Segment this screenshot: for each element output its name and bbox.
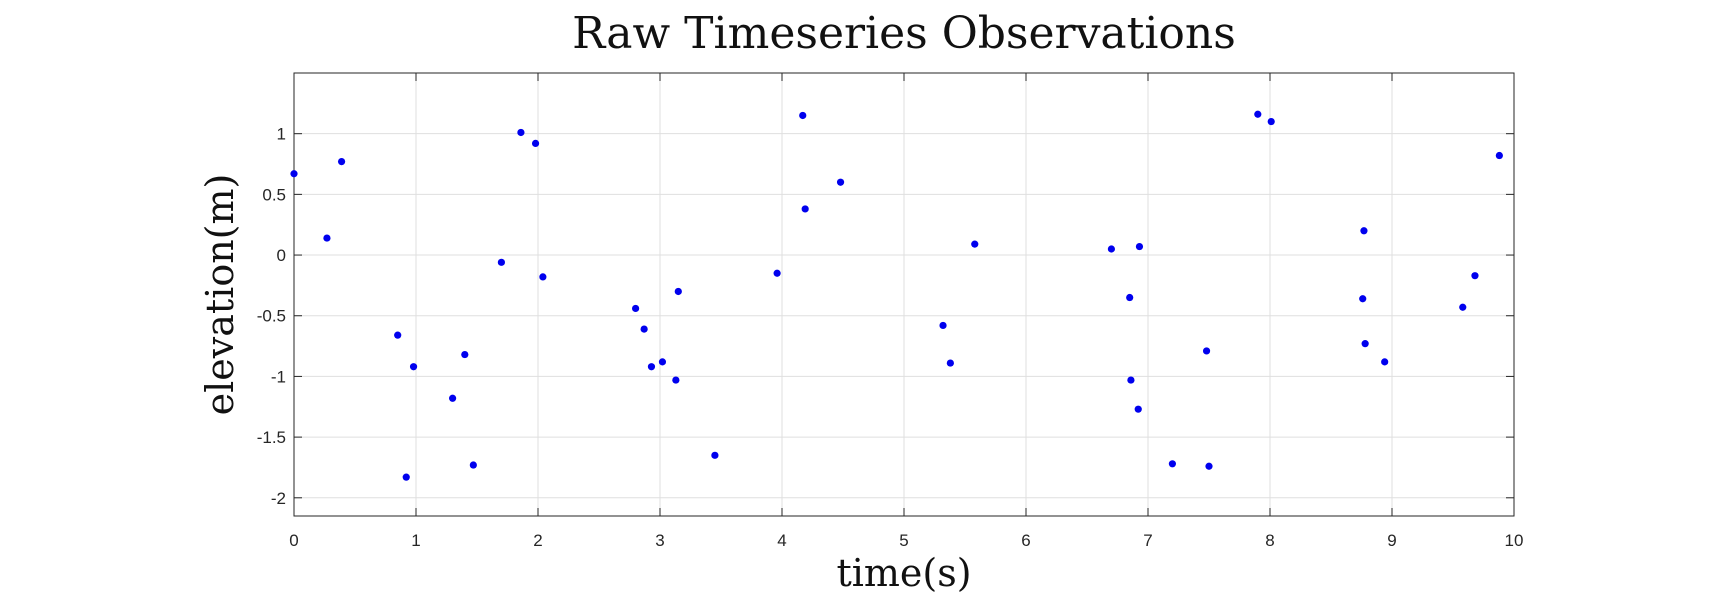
data-point [1135, 242, 1144, 251]
data-point [1267, 117, 1275, 126]
data-point [632, 304, 640, 313]
x-tick-label: 2 [533, 531, 542, 550]
data-point [711, 451, 719, 459]
data-point [497, 258, 505, 266]
data-point [290, 170, 298, 178]
data-point [1471, 272, 1479, 280]
y-tick-label: -0.5 [257, 307, 286, 326]
x-tick-label: 8 [1265, 531, 1274, 550]
y-tick-label: 1 [277, 125, 286, 144]
data-point [531, 139, 540, 147]
data-point [402, 473, 410, 481]
data-point [1360, 227, 1368, 235]
y-tick-label: 0.5 [262, 185, 286, 204]
data-point [337, 158, 346, 166]
data-point [801, 205, 809, 213]
data-point [323, 234, 331, 242]
y-tick-label: 0 [277, 246, 286, 265]
x-tick-label: 7 [1143, 531, 1152, 550]
grid [293, 73, 1515, 516]
data-point [1361, 340, 1369, 348]
data-point [1107, 245, 1115, 253]
data-point [647, 363, 656, 371]
data-point [773, 269, 781, 277]
y-tick-label: -2 [271, 489, 286, 508]
chart-title: Raw Timeseries Observations [572, 8, 1236, 59]
data-point [674, 287, 682, 296]
x-tick-label: 0 [289, 531, 298, 550]
data-point [394, 331, 402, 339]
data-point [1126, 293, 1134, 302]
data-point [939, 321, 947, 330]
data-point [1495, 151, 1503, 160]
data-point [836, 178, 845, 186]
data-point [799, 111, 807, 120]
x-tick-label: 6 [1021, 531, 1030, 550]
x-tick-label: 4 [777, 531, 786, 550]
x-tick-label: 5 [899, 531, 908, 550]
data-point [1205, 462, 1213, 470]
data-point [1202, 347, 1211, 355]
data-point [449, 394, 457, 402]
x-tick-label: 9 [1387, 531, 1396, 550]
data-point [946, 359, 954, 367]
y-axis-label: elevation(m) [198, 174, 242, 416]
data-point [1359, 295, 1367, 303]
data-point [640, 325, 648, 333]
data-point [1127, 376, 1135, 384]
x-tick-label: 10 [1505, 531, 1524, 550]
data-point [971, 240, 979, 248]
data-point [469, 461, 477, 469]
y-tick-label: -1.5 [257, 428, 286, 447]
data-point [1381, 358, 1389, 366]
x-tick-label: 1 [411, 531, 420, 550]
data-points [290, 110, 1503, 481]
data-point [517, 128, 525, 137]
data-point [461, 350, 469, 359]
data-point [672, 376, 680, 384]
data-point [1254, 110, 1262, 118]
x-tick-label: 3 [655, 531, 664, 550]
data-point [409, 363, 418, 371]
x-axis-label: time(s) [836, 551, 971, 595]
data-point [539, 273, 547, 281]
data-point [1459, 303, 1467, 311]
data-point [1134, 405, 1142, 413]
axis-ticks: 0 1 2 3 4 5 6 7 8 9 10 -2 -1.5 -1 -0.5 0 0.5 1 [257, 73, 1524, 550]
y-tick-label: -1 [271, 367, 286, 386]
data-point [658, 358, 667, 366]
data-point [1168, 460, 1176, 468]
